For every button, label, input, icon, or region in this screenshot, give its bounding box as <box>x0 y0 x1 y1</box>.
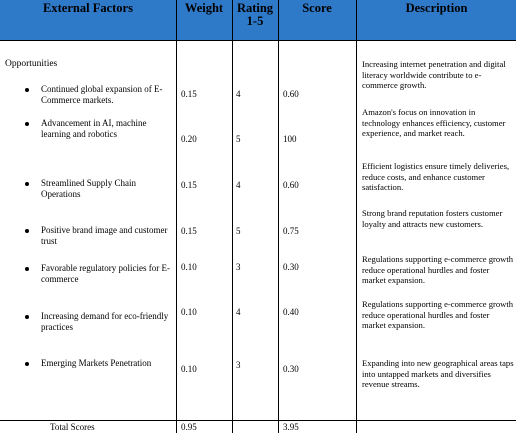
score-value: 0.75 <box>283 226 299 236</box>
weight-value: 0.15 <box>181 180 197 190</box>
rating-value: 4 <box>236 307 241 317</box>
weight-value: 0.15 <box>181 226 197 236</box>
section-title: Opportunities <box>5 59 58 69</box>
header-rating: Rating 1-5 <box>232 0 278 42</box>
description-text: Strong brand reputation fosters customer… <box>362 208 503 229</box>
header-weight: Weight <box>184 1 224 15</box>
description-text: Expanding into new geographical areas ta… <box>362 358 514 389</box>
score-value: 0.60 <box>283 180 299 190</box>
header-rating-line1: Rating <box>236 1 274 15</box>
header-external-factors: External Factors <box>43 1 133 15</box>
table-header <box>0 0 516 40</box>
weight-value: 0.10 <box>181 307 197 317</box>
description-text: Regulations supporting e-commerce growth… <box>362 299 514 330</box>
header-rating-line2: 1-5 <box>246 14 264 28</box>
weight-value: 0.10 <box>181 364 197 374</box>
totals-label: Total Scores <box>50 422 95 432</box>
bullet-icon <box>25 229 29 233</box>
score-value: 0.40 <box>283 307 299 317</box>
rating-value: 3 <box>236 262 241 272</box>
factor-label: Favorable regulatory policies for E-comm… <box>41 263 170 284</box>
factor-label: Emerging Markets Penetration <box>41 358 152 368</box>
factor-label: Positive brand image and customer trust <box>41 225 168 246</box>
header-score: Score <box>302 1 332 15</box>
rating-value: 5 <box>236 226 241 236</box>
bullet-icon <box>25 88 29 92</box>
factor-label: Continued global expansion of E-Commerce… <box>41 84 163 105</box>
bullet-icon <box>25 362 29 366</box>
description-text: Efficient logistics ensure timely delive… <box>362 161 510 192</box>
column-divider <box>176 0 177 433</box>
column-divider <box>278 0 279 433</box>
bullet-icon <box>25 267 29 271</box>
score-value: 0.30 <box>283 262 299 272</box>
bullet-icon <box>25 122 29 126</box>
weight-value: 0.15 <box>181 89 197 99</box>
description-text: Amazon's focus on innovation in technolo… <box>362 107 506 138</box>
weight-value: 0.20 <box>181 134 197 144</box>
rating-value: 4 <box>236 180 241 190</box>
rating-value: 4 <box>236 89 241 99</box>
score-value: 0.30 <box>283 364 299 374</box>
totals-score: 3.95 <box>283 422 299 432</box>
row-divider <box>0 40 516 41</box>
description-text: Increasing internet penetration and digi… <box>362 59 506 90</box>
totals-weight: 0.95 <box>181 422 197 432</box>
factor-label: Increasing demand for eco-friendly pract… <box>41 311 169 332</box>
score-value: 100 <box>283 134 297 144</box>
bullet-icon <box>25 182 29 186</box>
weight-value: 0.10 <box>181 262 197 272</box>
header-description: Description <box>405 1 468 15</box>
rating-value: 5 <box>236 134 241 144</box>
score-value: 0.60 <box>283 89 299 99</box>
factor-label: Advancement in AI, machine learning and … <box>41 118 147 139</box>
bullet-icon <box>25 315 29 319</box>
column-divider <box>356 0 357 433</box>
row-divider <box>0 420 516 421</box>
column-divider <box>232 0 233 433</box>
factor-label: Streamlined Supply Chain Operations <box>41 178 136 199</box>
description-text: Regulations supporting e-commerce growth… <box>362 254 514 285</box>
rating-value: 3 <box>236 360 241 370</box>
